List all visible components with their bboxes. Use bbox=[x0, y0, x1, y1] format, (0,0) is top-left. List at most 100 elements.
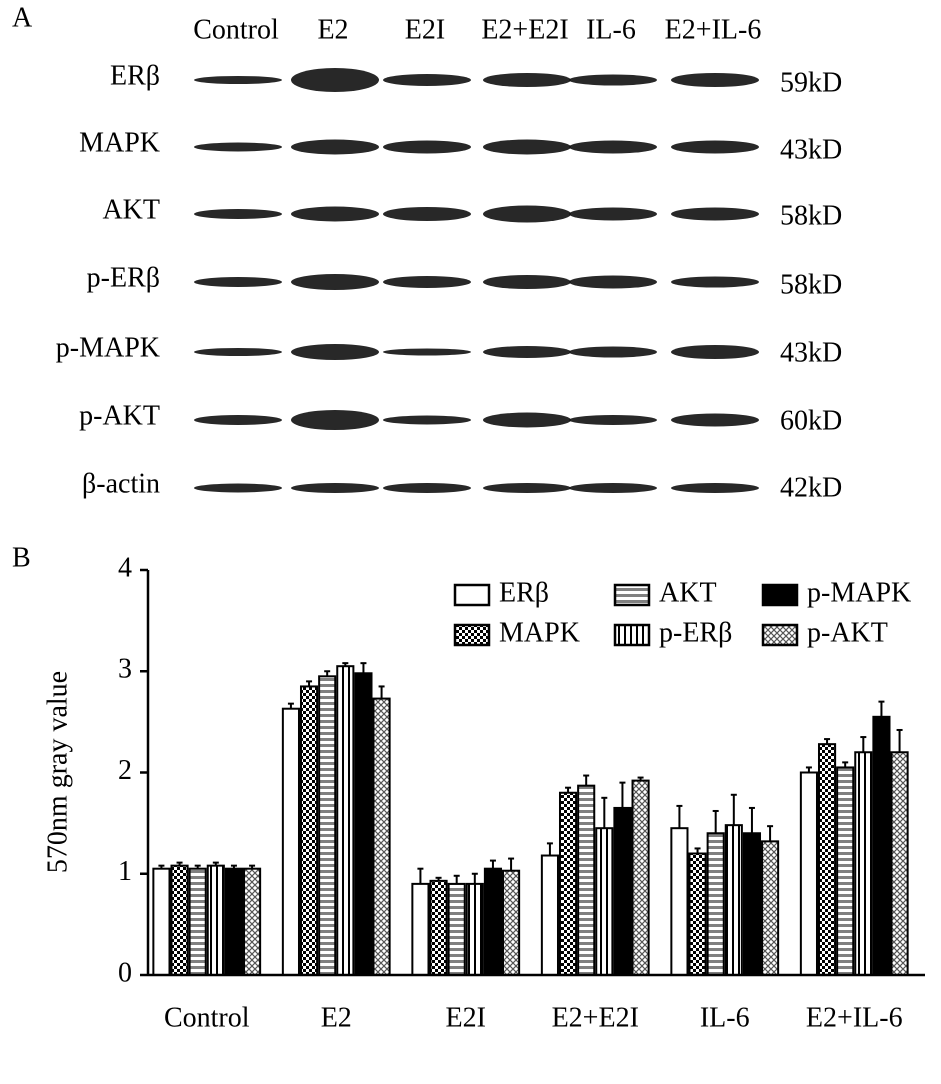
size-label: 58kD bbox=[780, 269, 842, 300]
band bbox=[291, 274, 379, 290]
size-label: 43kD bbox=[780, 337, 842, 368]
panel-label: A bbox=[12, 2, 33, 33]
band bbox=[569, 207, 657, 221]
lane-label: E2+E2I bbox=[481, 14, 568, 45]
y-tick-label: 1 bbox=[118, 856, 132, 887]
band bbox=[671, 413, 759, 427]
bar bbox=[483, 867, 503, 976]
bar bbox=[372, 697, 391, 977]
bar bbox=[188, 867, 207, 976]
band bbox=[671, 345, 759, 359]
band bbox=[671, 207, 759, 221]
band bbox=[291, 483, 379, 493]
bar bbox=[558, 791, 578, 976]
size-label: 59kD bbox=[780, 67, 842, 98]
bar bbox=[540, 854, 559, 977]
band bbox=[291, 206, 379, 222]
bar bbox=[318, 675, 337, 976]
band bbox=[569, 346, 657, 358]
x-tick-label: E2+E2I bbox=[552, 1002, 639, 1033]
protein-label: β-actin bbox=[82, 468, 160, 499]
protein-label: p-MAPK bbox=[56, 332, 160, 363]
legend-label: p-AKT bbox=[807, 617, 888, 648]
band bbox=[291, 410, 379, 430]
legend-label: ERβ bbox=[499, 577, 549, 608]
band bbox=[194, 483, 282, 493]
band bbox=[291, 344, 379, 360]
legend-label: p-ERβ bbox=[659, 617, 732, 648]
size-label: 43kD bbox=[780, 134, 842, 165]
bar bbox=[817, 743, 837, 977]
band bbox=[671, 483, 759, 493]
legend-swatch bbox=[453, 583, 491, 607]
x-tick-label: IL-6 bbox=[700, 1002, 750, 1033]
band bbox=[483, 412, 571, 428]
protein-label: p-AKT bbox=[79, 400, 160, 431]
x-tick-label: E2 bbox=[321, 1002, 352, 1033]
bar bbox=[631, 779, 650, 976]
band bbox=[483, 275, 571, 289]
bar bbox=[613, 806, 632, 976]
y-tick-label: 2 bbox=[118, 755, 132, 786]
lane-label: E2+IL-6 bbox=[665, 14, 762, 45]
band bbox=[569, 74, 657, 86]
bar bbox=[170, 864, 189, 977]
band bbox=[483, 139, 571, 155]
y-tick-label: 0 bbox=[118, 957, 132, 988]
bar bbox=[224, 867, 244, 976]
bar bbox=[724, 824, 743, 977]
bar bbox=[595, 827, 614, 976]
band bbox=[291, 68, 379, 92]
band bbox=[194, 76, 282, 84]
bar bbox=[799, 771, 818, 976]
y-tick-label: 4 bbox=[118, 552, 132, 583]
band bbox=[671, 276, 759, 288]
band bbox=[483, 73, 571, 87]
legend-swatch bbox=[761, 623, 799, 647]
panel-label: B bbox=[12, 542, 31, 573]
bar bbox=[465, 882, 484, 976]
bar-chart: 0 1 2 3 4 Control E2 E2I E2+E2I IL-6 E2+IL-6 ERβ MAP… bbox=[118, 552, 925, 1033]
band bbox=[383, 140, 471, 154]
band bbox=[194, 209, 282, 219]
bar bbox=[447, 882, 466, 976]
bar bbox=[354, 672, 373, 977]
legend-label: AKT bbox=[659, 577, 717, 608]
bar bbox=[872, 715, 891, 976]
y-tick-label: 3 bbox=[118, 654, 132, 685]
band bbox=[483, 346, 571, 358]
lane-label: E2I bbox=[405, 14, 445, 45]
protein-label: ERβ bbox=[110, 60, 160, 91]
band bbox=[383, 483, 471, 493]
band bbox=[671, 140, 759, 154]
legend-swatch bbox=[613, 583, 651, 607]
x-tick-label: E2I bbox=[446, 1002, 486, 1033]
bar bbox=[336, 665, 355, 976]
bar bbox=[206, 864, 225, 977]
lane-label: IL-6 bbox=[586, 14, 636, 45]
bar bbox=[429, 879, 448, 977]
band bbox=[383, 276, 471, 288]
band bbox=[483, 483, 571, 493]
lane-label: Control bbox=[193, 14, 279, 45]
bar bbox=[281, 707, 300, 977]
bar bbox=[854, 751, 873, 976]
band bbox=[194, 277, 282, 287]
bar bbox=[243, 867, 262, 976]
x-tick-label: E2+IL-6 bbox=[806, 1002, 903, 1033]
legend-label: MAPK bbox=[499, 617, 580, 648]
bar bbox=[577, 784, 596, 976]
band bbox=[383, 207, 471, 221]
band bbox=[483, 205, 571, 223]
band bbox=[291, 139, 379, 155]
bar bbox=[706, 832, 725, 976]
legend-swatch bbox=[453, 623, 491, 647]
western-blot: Control E2 E2I E2+E2I IL-6 E2+IL-6 ERβ 59kD MAPK… bbox=[56, 14, 842, 503]
legend-label: p-MAPK bbox=[807, 577, 911, 608]
bar bbox=[299, 685, 319, 976]
legend-swatch bbox=[613, 623, 651, 647]
size-label: 58kD bbox=[780, 200, 842, 231]
lane-label: E2 bbox=[317, 14, 348, 45]
protein-label: MAPK bbox=[79, 127, 160, 158]
